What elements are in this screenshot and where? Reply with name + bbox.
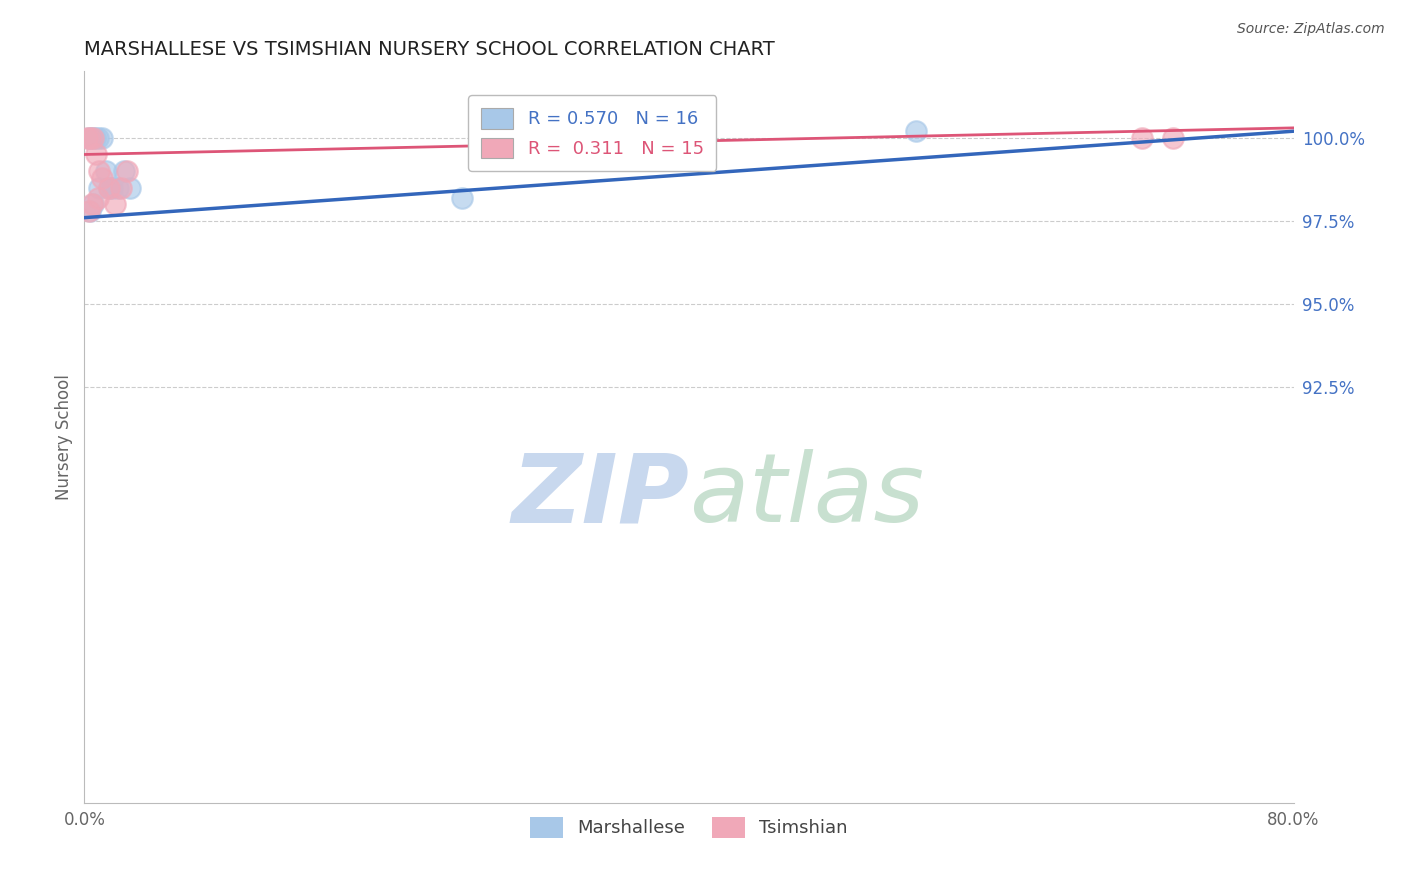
Point: [77, 131, 100, 145]
Point: [76, 131, 98, 145]
Point: [115, 164, 138, 178]
Point: [1132, 131, 1154, 145]
Point: [91, 170, 114, 185]
Point: [89, 164, 111, 178]
Point: [100, 180, 122, 194]
Point: [87, 131, 110, 145]
Point: [97, 180, 120, 194]
Legend: Marshallese, Tsimshian: Marshallese, Tsimshian: [519, 806, 859, 848]
Point: [904, 124, 927, 138]
Point: [110, 180, 132, 194]
Point: [87, 191, 110, 205]
Point: [107, 180, 129, 194]
Text: Source: ZipAtlas.com: Source: ZipAtlas.com: [1237, 22, 1385, 37]
Point: [97, 180, 120, 194]
Point: [82, 197, 104, 211]
Point: [86, 147, 108, 161]
Point: [77, 204, 100, 219]
Point: [79, 204, 101, 219]
Point: [80, 131, 103, 145]
Point: [80, 197, 103, 211]
Text: ZIP: ZIP: [510, 449, 689, 542]
Point: [118, 180, 141, 194]
Text: MARSHALLESE VS TSIMSHIAN NURSERY SCHOOL CORRELATION CHART: MARSHALLESE VS TSIMSHIAN NURSERY SCHOOL …: [84, 39, 775, 59]
Point: [89, 180, 111, 194]
Point: [451, 191, 474, 205]
Point: [1161, 131, 1184, 145]
Text: atlas: atlas: [689, 449, 924, 542]
Point: [104, 197, 127, 211]
Point: [94, 164, 117, 178]
Point: [79, 131, 101, 145]
Point: [91, 131, 114, 145]
Point: [82, 131, 104, 145]
Point: [84, 131, 107, 145]
Y-axis label: Nursery School: Nursery School: [55, 374, 73, 500]
Point: [112, 164, 135, 178]
